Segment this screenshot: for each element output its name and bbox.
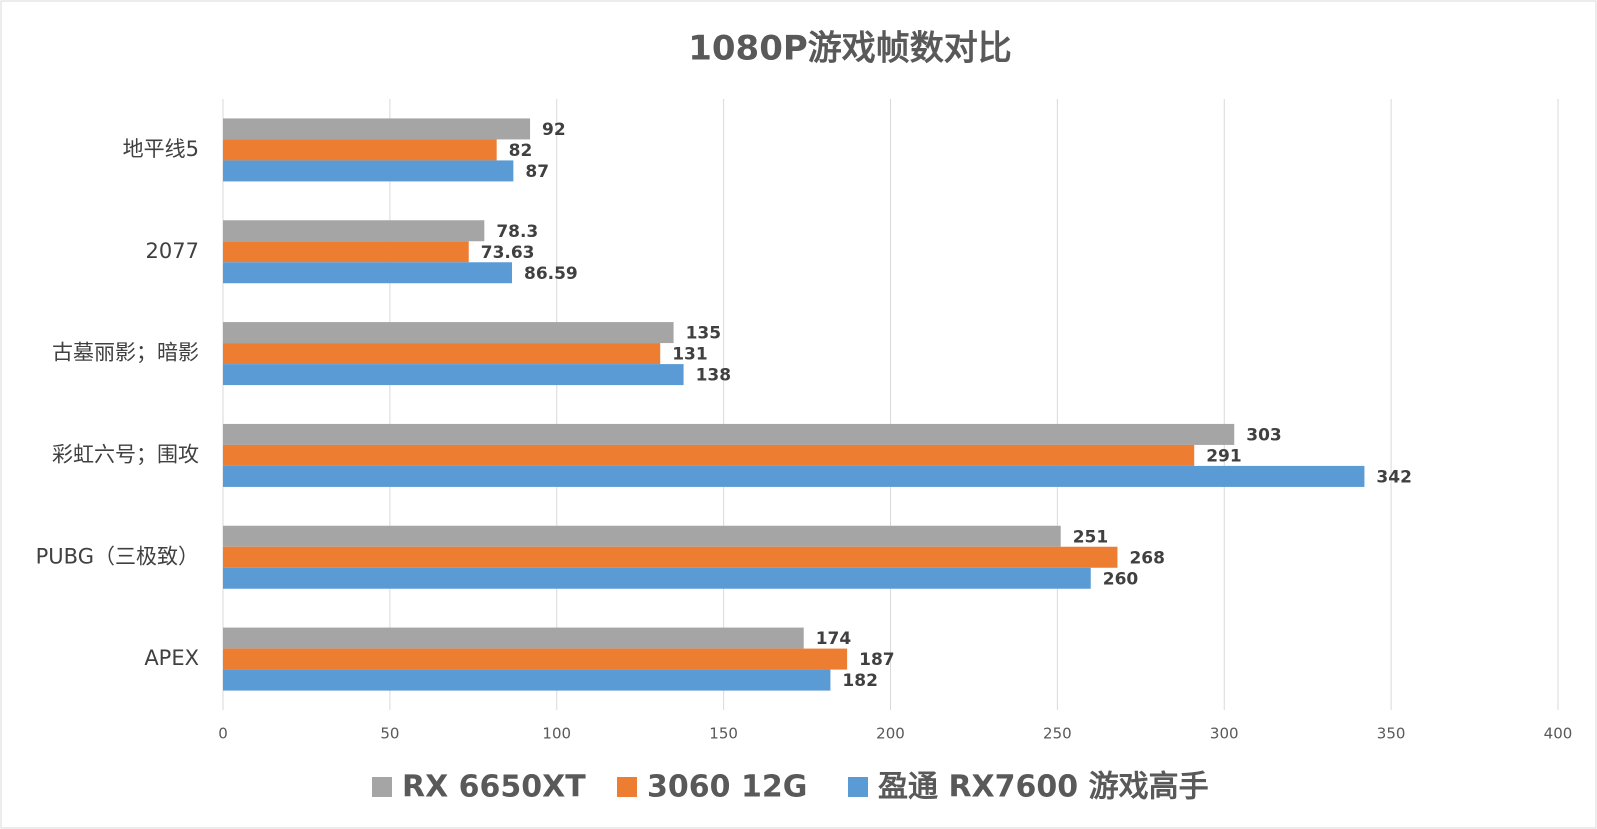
legend-label: 盈通 RX7600 游戏高手 [878,770,1209,805]
legend-swatch [372,777,392,797]
bar [223,423,1235,445]
x-tick-label: 250 [1043,725,1072,743]
y-tick-label: 古墓丽影；暗影 [52,341,199,365]
y-tick-label: 2077 [146,239,199,263]
bar [223,241,469,263]
value-label: 174 [816,629,852,649]
x-tick-label: 150 [709,725,738,743]
bar [223,343,661,365]
x-tick-label: 100 [542,725,571,743]
bar [223,627,804,649]
legend-swatch [617,777,637,797]
value-label: 187 [859,650,895,670]
value-label: 303 [1246,425,1282,445]
bar [223,118,531,140]
value-label: 87 [525,162,549,182]
value-label: 291 [1206,446,1242,466]
bar [223,567,1091,589]
x-tick-label: 0 [218,725,228,743]
bar [223,160,514,182]
value-label: 182 [842,671,878,691]
bar [223,546,1118,568]
value-label: 78.3 [496,222,538,242]
value-label: 135 [686,324,722,344]
bar [223,220,485,242]
bar [223,669,831,691]
x-tick-label: 50 [380,725,399,743]
value-label: 342 [1376,467,1412,487]
bar [223,444,1195,466]
legend-label: RX 6650XT [402,770,586,805]
legend-label: 3060 12G [647,770,807,805]
bar [223,139,497,161]
legend: RX 6650XT 3060 12G 盈通 RX7600 游戏高手 [372,770,1209,805]
bar [223,648,848,670]
value-label: 73.63 [481,243,535,263]
bar [223,322,674,344]
value-label: 268 [1129,548,1165,568]
value-label: 92 [542,120,566,140]
x-tick-label: 350 [1377,725,1406,743]
bar [223,525,1061,547]
bar [223,465,1365,487]
y-tick-label: PUBG（三极致） [36,544,199,568]
value-label: 86.59 [524,264,578,284]
chart-title: 1080P游戏帧数对比 [688,29,1012,69]
value-label: 131 [672,345,708,365]
value-label: 260 [1103,569,1139,589]
bar [223,262,512,284]
x-tick-label: 300 [1210,725,1239,743]
legend-swatch [848,777,868,797]
value-label: 82 [509,141,533,161]
bar [223,364,684,386]
y-tick-label: 彩虹六号；围攻 [52,442,199,466]
value-label: 138 [696,366,732,386]
x-tick-label: 400 [1544,725,1573,743]
y-tick-label: APEX [144,646,199,670]
y-tick-label: 地平线5 [123,137,199,161]
value-label: 251 [1073,527,1109,547]
x-tick-label: 200 [876,725,905,743]
